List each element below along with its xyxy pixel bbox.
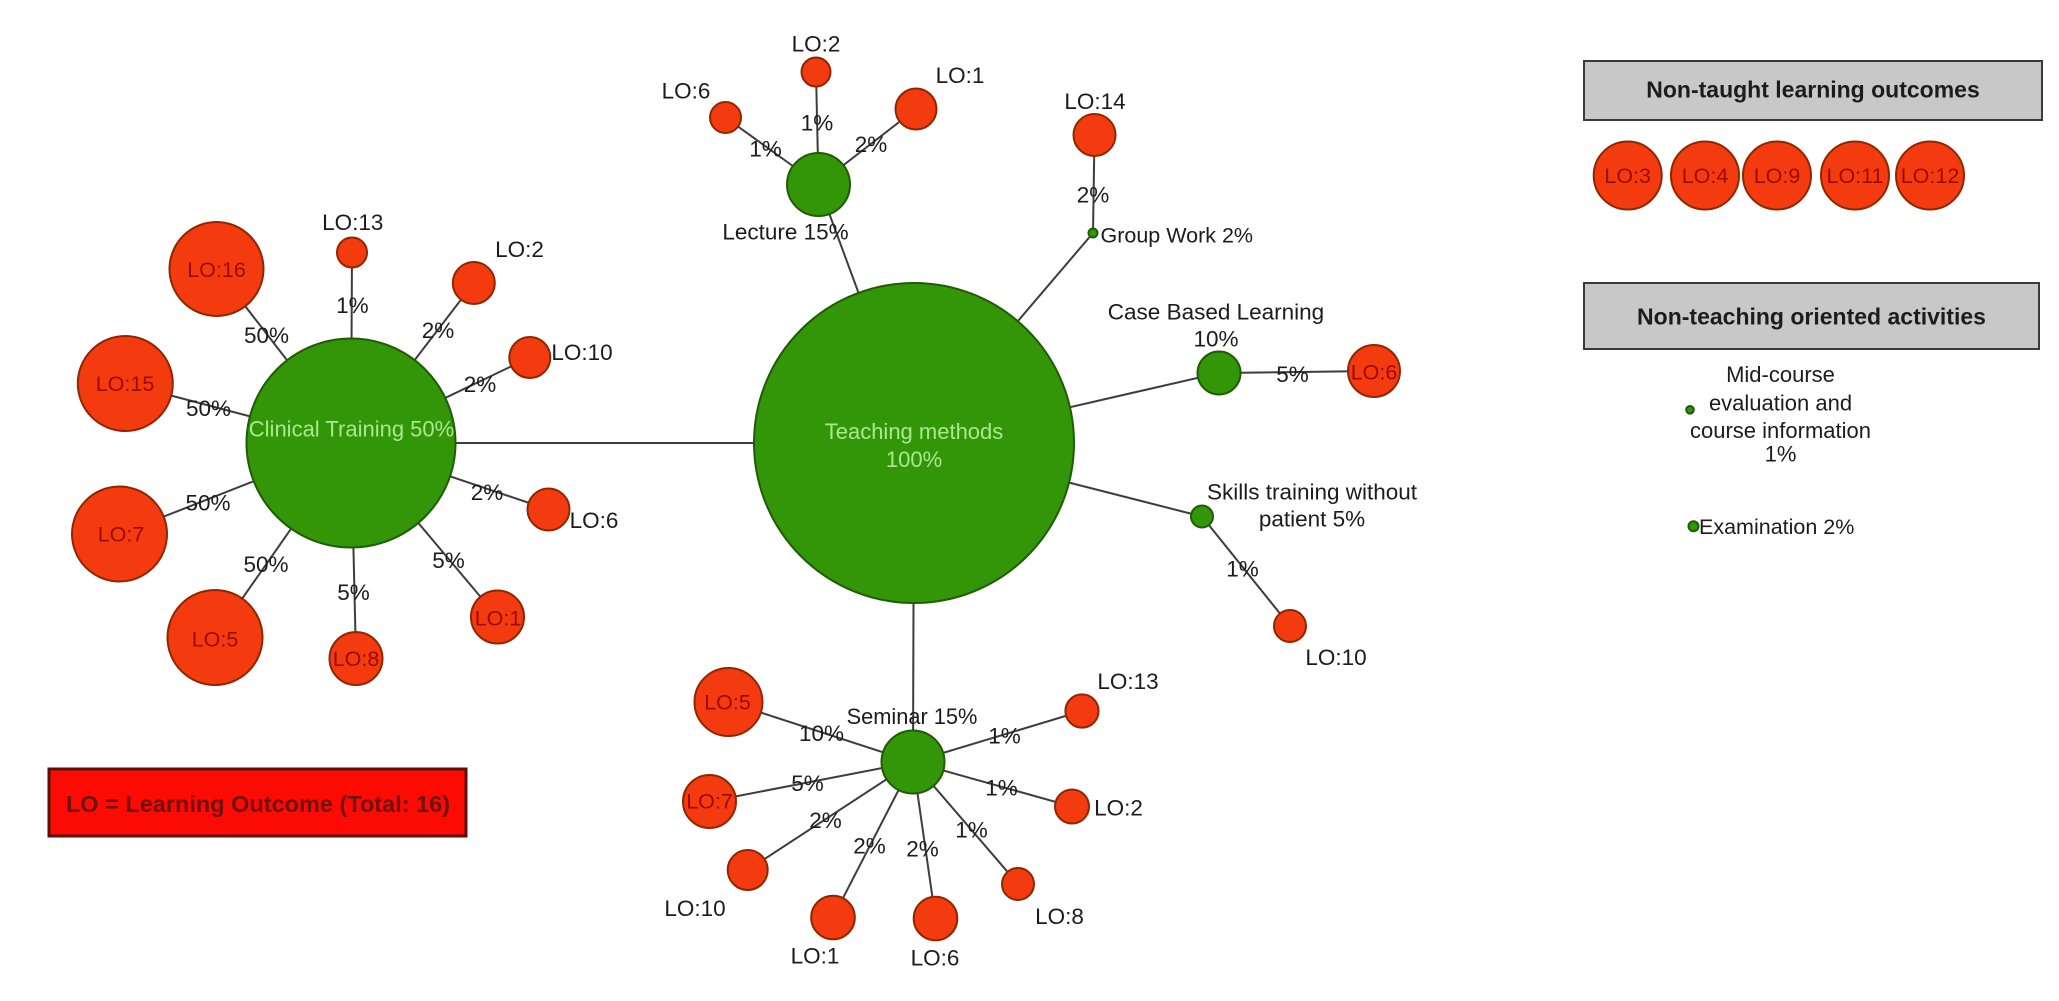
svg-text:2%: 2%: [1077, 182, 1110, 207]
svg-text:2%: 2%: [471, 480, 504, 505]
svg-text:100%: 100%: [886, 447, 942, 472]
svg-text:Non-taught learning outcomes: Non-taught learning outcomes: [1646, 77, 1980, 103]
svg-text:LO:6: LO:6: [1351, 361, 1398, 385]
svg-text:5%: 5%: [1276, 362, 1309, 387]
svg-text:LO:2: LO:2: [495, 237, 544, 262]
svg-text:50%: 50%: [185, 490, 230, 515]
svg-text:2%: 2%: [906, 836, 939, 861]
svg-text:50%: 50%: [244, 323, 289, 348]
svg-text:evaluation and: evaluation and: [1709, 391, 1852, 416]
svg-text:LO:16: LO:16: [187, 258, 246, 282]
svg-text:LO = Learning Outcome (Total:: LO = Learning Outcome (Total: 16): [66, 791, 450, 817]
svg-text:LO:14: LO:14: [1064, 89, 1125, 114]
svg-text:Non-teaching oriented activiti: Non-teaching oriented activities: [1637, 304, 1986, 330]
svg-text:50%: 50%: [243, 552, 288, 577]
svg-text:1%: 1%: [988, 723, 1021, 748]
svg-text:LO:7: LO:7: [98, 523, 145, 547]
svg-text:LO:6: LO:6: [662, 78, 711, 103]
svg-text:LO:6: LO:6: [911, 945, 960, 970]
svg-text:Teaching methods: Teaching methods: [825, 419, 1004, 444]
svg-text:Group Work 2%: Group Work 2%: [1101, 223, 1254, 247]
svg-text:patient 5%: patient 5%: [1259, 506, 1365, 531]
svg-text:LO:4: LO:4: [1682, 164, 1729, 188]
svg-text:5%: 5%: [791, 771, 824, 796]
svg-text:2%: 2%: [422, 318, 455, 343]
svg-text:LO:9: LO:9: [1754, 164, 1801, 188]
svg-text:5%: 5%: [432, 548, 465, 573]
svg-text:Skills training without: Skills training without: [1207, 479, 1418, 504]
svg-text:1%: 1%: [955, 817, 988, 842]
svg-text:2%: 2%: [809, 808, 842, 833]
svg-text:1%: 1%: [336, 293, 369, 318]
svg-text:1%: 1%: [801, 110, 834, 135]
svg-text:2%: 2%: [464, 372, 497, 397]
svg-text:1%: 1%: [1226, 556, 1259, 581]
svg-text:LO:10: LO:10: [551, 340, 612, 365]
svg-text:LO:2: LO:2: [1094, 795, 1143, 820]
svg-text:10%: 10%: [1193, 326, 1238, 351]
svg-text:50%: 50%: [186, 396, 231, 421]
svg-text:LO:12: LO:12: [1901, 164, 1960, 188]
svg-text:course information: course information: [1690, 418, 1871, 443]
svg-text:Seminar 15%: Seminar 15%: [847, 704, 978, 729]
svg-text:LO:7: LO:7: [686, 790, 733, 814]
svg-text:Clinical Training 50%: Clinical Training 50%: [249, 417, 454, 442]
svg-text:LO:10: LO:10: [1305, 645, 1366, 670]
svg-text:1%: 1%: [1765, 442, 1797, 467]
svg-text:LO:13: LO:13: [322, 210, 383, 235]
svg-text:LO:1: LO:1: [791, 943, 840, 968]
svg-text:LO:13: LO:13: [1097, 669, 1158, 694]
svg-text:LO:5: LO:5: [192, 628, 239, 652]
svg-text:LO:2: LO:2: [792, 31, 841, 56]
svg-text:LO:8: LO:8: [333, 647, 380, 671]
svg-text:5%: 5%: [337, 580, 370, 605]
svg-text:10%: 10%: [799, 721, 844, 746]
svg-text:LO:10: LO:10: [664, 896, 725, 921]
svg-text:LO:11: LO:11: [1827, 164, 1884, 188]
svg-text:LO:3: LO:3: [1604, 164, 1651, 188]
svg-text:Case Based Learning: Case Based Learning: [1108, 299, 1324, 324]
svg-text:LO:8: LO:8: [1035, 904, 1084, 929]
svg-text:Mid-course: Mid-course: [1726, 362, 1835, 387]
svg-text:2%: 2%: [855, 132, 888, 157]
svg-text:LO:5: LO:5: [704, 691, 751, 715]
svg-text:1%: 1%: [985, 775, 1018, 800]
svg-text:1%: 1%: [749, 136, 782, 161]
svg-text:2%: 2%: [853, 833, 886, 858]
svg-text:LO:1: LO:1: [936, 63, 985, 88]
svg-text:LO:1: LO:1: [475, 607, 522, 631]
svg-text:Lecture 15%: Lecture 15%: [722, 219, 848, 244]
svg-text:LO:6: LO:6: [570, 508, 619, 533]
svg-text:Examination 2%: Examination 2%: [1699, 515, 1854, 539]
svg-text:LO:15: LO:15: [96, 372, 155, 396]
